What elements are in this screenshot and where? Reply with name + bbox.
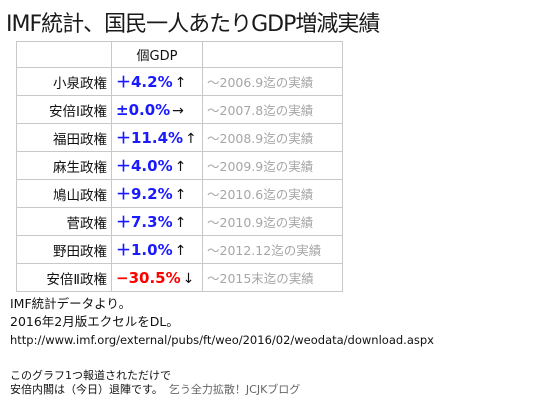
source-link[interactable]: http://www.imf.org/external/pubs/ft/weo/… [10,333,434,347]
trend-arrow-icon: ↑ [174,75,187,91]
header-empty-cell [16,41,112,68]
trend-arrow-icon: → [172,102,184,119]
gdp-change-cell: ＋11.4% ↑ [111,123,203,152]
gdp-change-value: −30.5% [116,268,181,287]
period-note: 〜2009.9迄の実績 [202,151,343,180]
gdp-change-value: ±0.0% [116,100,171,119]
gdp-change-value: ＋11.4% [116,129,184,147]
header-gdp: 個GDP [111,41,203,68]
period-note: 〜2007.8迄の実績 [202,95,343,124]
cabinet-name: 鳩山政権 [16,179,112,208]
table-row: 菅政権 ＋7.3% ↑ 〜2010.9迄の実績 [16,207,343,236]
cabinet-name: 福田政権 [16,123,112,152]
cabinet-name: 安倍Ⅰ政権 [16,95,112,124]
table-row: 鳩山政権 ＋9.2% ↑ 〜2010.6迄の実績 [16,179,343,208]
cabinet-name: 菅政権 [16,207,112,236]
footer-credit: 乞う全力拡散！JCJKブログ [168,383,301,396]
gdp-change-value: ＋4.0% [116,157,173,175]
table-row: 安倍Ⅰ政権 ±0.0% → 〜2007.8迄の実績 [16,95,343,124]
cabinet-name: 麻生政権 [16,151,112,180]
trend-arrow-icon: ↑ [174,215,187,231]
gdp-change-cell: ＋4.2% ↑ [111,67,203,96]
cabinet-name: 野田政権 [16,235,112,264]
trend-arrow-icon: ↑ [174,243,187,259]
footer-comment-1: このグラフ1つ報道されただけで [10,369,171,382]
gdp-change-cell: ＋4.0% ↑ [111,151,203,180]
table-row: 小泉政権 ＋4.2% ↑ 〜2006.9迄の実績 [16,67,343,96]
cabinet-name: 安倍Ⅱ政権 [16,263,112,292]
gdp-change-value: ＋9.2% [116,185,173,203]
gdp-change-value: ＋7.3% [116,213,173,231]
gdp-change-value: ＋4.2% [116,73,173,91]
gdp-change-cell: ±0.0% → [111,95,203,124]
footer-source: IMF統計データより。 [10,296,132,311]
gdp-change-cell: ＋9.2% ↑ [111,179,203,208]
header-note-cell [202,41,343,68]
gdp-change-cell: −30.5% ↓ [111,263,203,292]
period-note: 〜2010.9迄の実績 [202,207,343,236]
trend-arrow-icon: ↑ [174,159,187,175]
period-note: 〜2008.9迄の実績 [202,123,343,152]
period-note: 〜2012.12迄の実績 [202,235,343,264]
gdp-table-body: 個GDP 小泉政権 ＋4.2% ↑ 〜2006.9迄の実績 安倍Ⅰ政権 ±0.0% → 〜20… [16,41,343,292]
table-row: 野田政権 ＋1.0% ↑ 〜2012.12迄の実績 [16,235,343,264]
trend-arrow-icon: ↑ [174,187,187,203]
footer-version: 2016年2月版エクセルをDL。 [10,314,179,329]
table-row: 麻生政権 ＋4.0% ↑ 〜2009.9迄の実績 [16,151,343,180]
page-title: IMF統計、国民一人あたりGDP増減実績 [6,12,380,37]
table-row: 安倍Ⅱ政権 −30.5% ↓ 〜2015末迄の実績 [16,263,343,292]
table-header-row: 個GDP [16,41,343,68]
footer-comment-2: 安倍内閣は（今日）退陣です。 乞う全力拡散！JCJKブログ [10,381,300,397]
gdp-table: 個GDP 小泉政権 ＋4.2% ↑ 〜2006.9迄の実績 安倍Ⅰ政権 ±0.0% → 〜20… [16,41,343,292]
gdp-change-value: ＋1.0% [116,241,173,259]
trend-arrow-icon: ↑ [185,131,197,147]
period-note: 〜2006.9迄の実績 [202,67,343,96]
gdp-change-cell: ＋1.0% ↑ [111,235,203,264]
period-note: 〜2010.6迄の実績 [202,179,343,208]
table-row: 福田政権 ＋11.4% ↑ 〜2008.9迄の実績 [16,123,343,152]
cabinet-name: 小泉政権 [16,67,112,96]
trend-arrow-icon: ↓ [182,270,195,287]
footer-comment-2-text: 安倍内閣は（今日）退陣です。 [10,383,163,396]
gdp-change-cell: ＋7.3% ↑ [111,207,203,236]
period-note: 〜2015末迄の実績 [202,263,343,292]
